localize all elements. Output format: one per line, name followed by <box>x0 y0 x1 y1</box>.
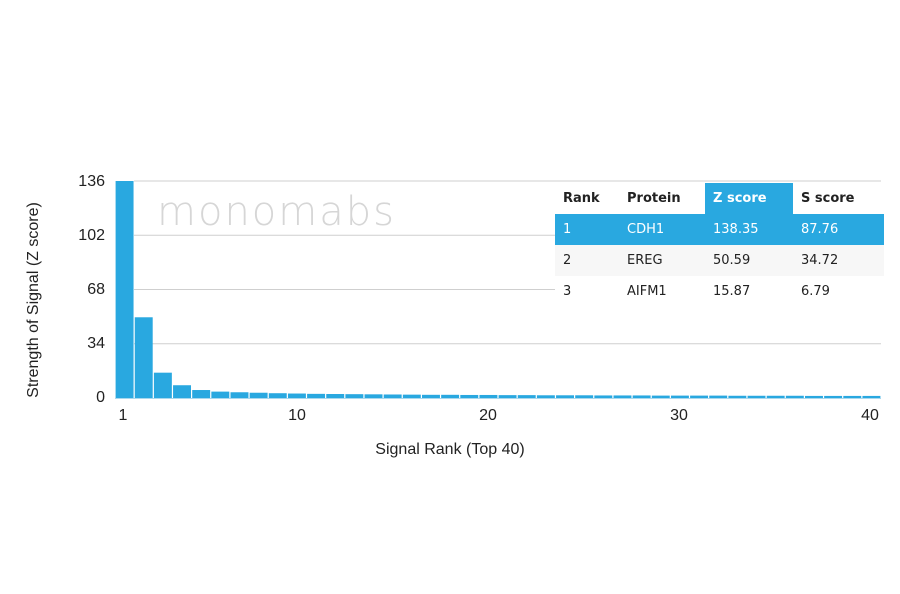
table-row: 1 CDH1 138.35 87.76 <box>555 214 884 245</box>
y-axis-label: Strength of Signal (Z score) <box>25 202 42 398</box>
bar-rank-30 <box>670 395 689 398</box>
header-rank: Rank <box>555 183 619 214</box>
bar-rank-14 <box>364 394 383 398</box>
header-protein: Protein <box>619 183 705 214</box>
x-tick-10: 10 <box>288 407 306 424</box>
header-s-score: S score <box>793 183 884 214</box>
bar-rank-21 <box>498 395 517 398</box>
bar-rank-40 <box>862 395 881 398</box>
cell-z-score: 15.87 <box>705 276 793 307</box>
x-tick-40: 40 <box>861 407 879 424</box>
y-tick-0: 0 <box>96 389 105 406</box>
bar-rank-22 <box>517 395 536 398</box>
x-tick-30: 30 <box>670 407 688 424</box>
watermark-logo: monomabs <box>157 189 396 235</box>
bar-rank-4 <box>173 385 191 398</box>
cell-protein: AIFM1 <box>619 276 705 307</box>
y-tick-102: 102 <box>78 227 105 244</box>
bar-rank-25 <box>575 395 594 398</box>
bar-rank-15 <box>383 394 402 398</box>
cell-s-score: 34.72 <box>793 245 884 276</box>
y-tick-34: 34 <box>87 335 105 352</box>
bar-rank-28 <box>632 395 651 398</box>
cell-protein: CDH1 <box>619 214 705 245</box>
bar-rank-17 <box>422 394 440 398</box>
header-z-score: Z score <box>705 183 793 214</box>
bar-rank-38 <box>824 395 843 398</box>
cell-rank: 3 <box>555 276 619 307</box>
bar-rank-12 <box>326 394 345 398</box>
bar-rank-10 <box>287 393 306 398</box>
bar-rank-1 <box>115 181 134 398</box>
bar-rank-6 <box>211 391 230 398</box>
bar-rank-9 <box>268 393 287 398</box>
bar-rank-37 <box>805 395 823 398</box>
cell-s-score: 6.79 <box>793 276 884 307</box>
bar-rank-8 <box>249 392 268 398</box>
bar-rank-34 <box>747 395 766 398</box>
bar-rank-7 <box>230 392 249 398</box>
bar-rank-2 <box>134 317 153 398</box>
bar-rank-5 <box>192 390 211 398</box>
cell-rank: 1 <box>555 214 619 245</box>
x-tick-20: 20 <box>479 407 497 424</box>
bar-rank-27 <box>613 395 632 398</box>
x-tick-1: 1 <box>118 407 128 424</box>
bar-rank-39 <box>843 395 862 398</box>
bar-rank-32 <box>709 395 728 398</box>
bar-rank-36 <box>785 395 804 398</box>
x-axis-label: Signal Rank (Top 40) <box>375 441 525 458</box>
bar-rank-11 <box>307 393 326 398</box>
bar-rank-23 <box>536 395 555 398</box>
cell-z-score: 50.59 <box>705 245 793 276</box>
y-tick-136: 136 <box>78 173 105 190</box>
bar-rank-35 <box>766 395 785 398</box>
bar-rank-19 <box>460 394 479 398</box>
bar-rank-20 <box>479 394 498 398</box>
table-row: 3 AIFM1 15.87 6.79 <box>555 276 884 307</box>
bar-rank-31 <box>690 395 709 398</box>
table-row: 2 EREG 50.59 34.72 <box>555 245 884 276</box>
bar-rank-13 <box>345 394 364 398</box>
top-proteins-table: Rank Protein Z score S score 1 CDH1 138.… <box>555 183 884 307</box>
table-header-row: Rank Protein Z score S score <box>555 183 884 214</box>
bar-rank-29 <box>651 395 670 398</box>
cell-protein: EREG <box>619 245 705 276</box>
bar-rank-26 <box>594 395 613 398</box>
bar-rank-3 <box>153 372 172 398</box>
bar-rank-33 <box>728 395 747 398</box>
bar-rank-18 <box>441 394 460 398</box>
cell-z-score: 138.35 <box>705 214 793 245</box>
y-tick-68: 68 <box>87 281 105 298</box>
cell-rank: 2 <box>555 245 619 276</box>
cell-s-score: 87.76 <box>793 214 884 245</box>
bar-rank-16 <box>402 394 421 398</box>
bar-rank-24 <box>556 395 574 398</box>
